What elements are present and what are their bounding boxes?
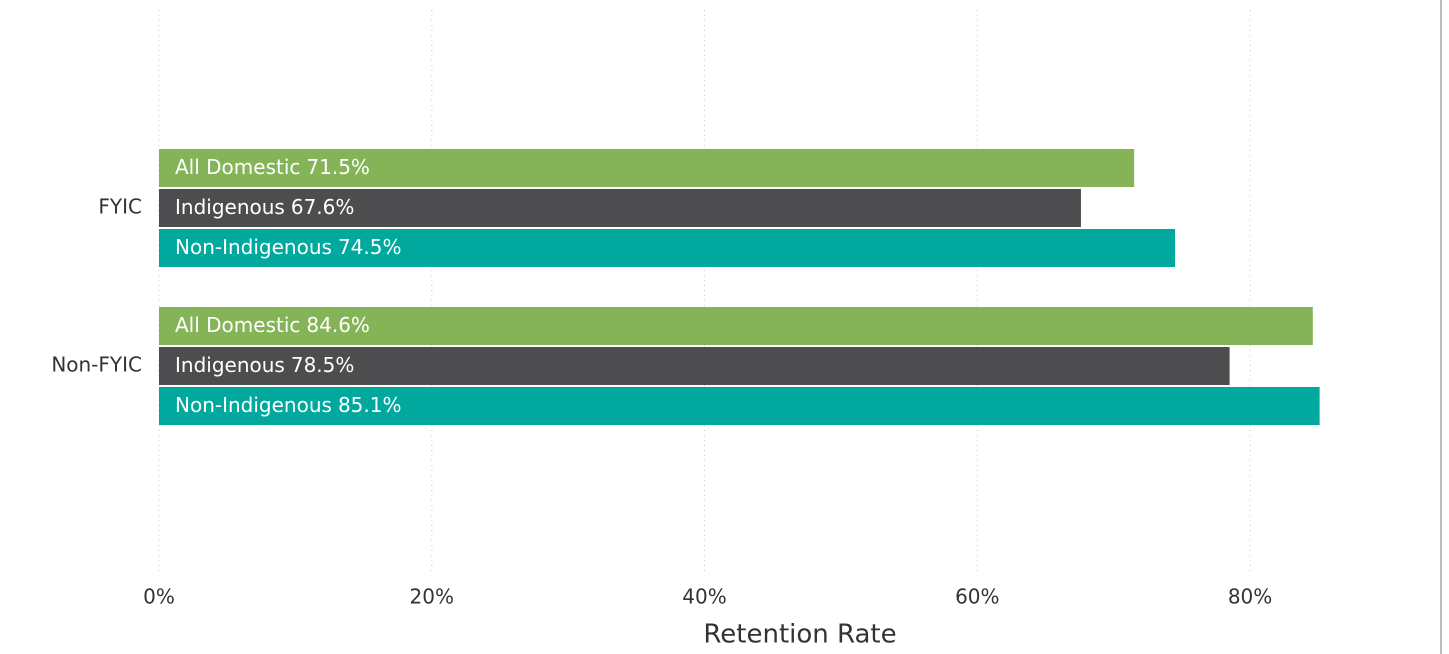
value-label: 84.6% bbox=[306, 313, 370, 337]
x-tick-label: 40% bbox=[682, 585, 726, 609]
bar-label: All Domestic 84.6% bbox=[175, 313, 370, 337]
bar bbox=[159, 347, 1230, 385]
series-name: All Domestic bbox=[175, 313, 300, 337]
bar-label: Indigenous 78.5% bbox=[175, 353, 354, 377]
bar bbox=[159, 149, 1135, 187]
series-name: Non-Indigenous bbox=[175, 393, 332, 417]
value-label: 71.5% bbox=[306, 155, 370, 179]
x-tick-label: 0% bbox=[143, 585, 175, 609]
x-tick-label: 80% bbox=[1228, 585, 1272, 609]
bar bbox=[159, 387, 1320, 425]
series-name: Indigenous bbox=[175, 195, 285, 219]
bar-label: Non-Indigenous 74.5% bbox=[175, 235, 401, 259]
value-label: 85.1% bbox=[338, 393, 402, 417]
y-tick-label: Non-FYIC bbox=[51, 353, 142, 377]
value-label: 67.6% bbox=[291, 195, 355, 219]
bar-label: Non-Indigenous 85.1% bbox=[175, 393, 401, 417]
bar bbox=[159, 307, 1313, 345]
series-name: Non-Indigenous bbox=[175, 235, 332, 259]
value-label: 74.5% bbox=[338, 235, 402, 259]
value-label: 78.5% bbox=[291, 353, 355, 377]
x-axis-title: Retention Rate bbox=[703, 620, 896, 650]
series-name: Indigenous bbox=[175, 353, 285, 377]
bar bbox=[159, 189, 1081, 227]
x-tick-label: 20% bbox=[410, 585, 454, 609]
x-tick-label: 60% bbox=[955, 585, 999, 609]
y-tick-label: FYIC bbox=[98, 195, 142, 219]
bar-label: Indigenous 67.6% bbox=[175, 195, 354, 219]
bar-label: All Domestic 71.5% bbox=[175, 155, 370, 179]
series-name: All Domestic bbox=[175, 155, 300, 179]
bar bbox=[159, 229, 1176, 267]
